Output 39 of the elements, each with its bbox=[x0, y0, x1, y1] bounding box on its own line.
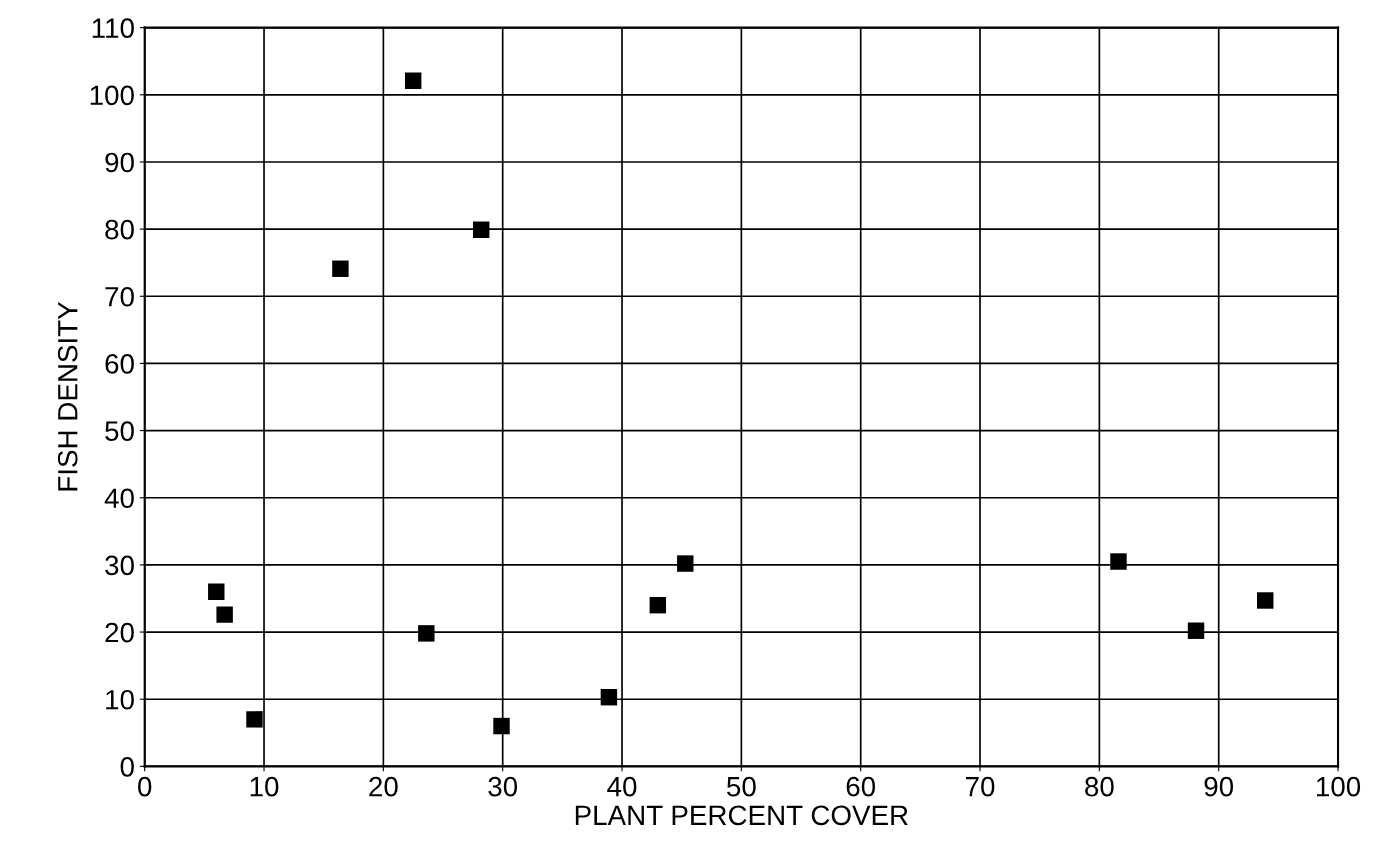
point bbox=[1257, 592, 1274, 609]
y-tick-label: 60 bbox=[105, 354, 134, 374]
y-tick-label: 110 bbox=[92, 18, 134, 38]
y-tick-label: 100 bbox=[90, 85, 134, 106]
point bbox=[677, 555, 694, 572]
y-tick-label: 90 bbox=[105, 152, 134, 173]
x-tick-label: 30 bbox=[488, 776, 518, 797]
y-tick-label: 20 bbox=[105, 622, 134, 643]
y-tick-label: 80 bbox=[105, 219, 134, 240]
x-tick-label: 70 bbox=[966, 776, 995, 797]
y-axis-title: FISH DENSITY bbox=[57, 301, 78, 491]
point bbox=[649, 596, 667, 614]
x-tick-label: 20 bbox=[369, 776, 398, 797]
point bbox=[1110, 553, 1127, 570]
y-tick-label: 10 bbox=[106, 689, 134, 710]
y-tick-label: 30 bbox=[105, 555, 134, 576]
point bbox=[493, 717, 510, 735]
x-tick-label: 60 bbox=[846, 776, 876, 797]
point bbox=[216, 606, 233, 623]
x-tick-label: 80 bbox=[1085, 776, 1114, 797]
y-tick-label: 0 bbox=[120, 757, 134, 777]
x-tick-label: 10 bbox=[250, 776, 279, 797]
y-tick-label: 40 bbox=[104, 488, 134, 509]
point bbox=[600, 688, 618, 706]
x-tick-label: 40 bbox=[607, 776, 637, 797]
y-tick-label: 50 bbox=[105, 421, 134, 441]
y-tick-label: 70 bbox=[105, 286, 134, 307]
point bbox=[246, 711, 263, 728]
x-axis-title: PLANT PERCENT COVER bbox=[575, 805, 908, 826]
point bbox=[473, 221, 490, 239]
point bbox=[332, 260, 349, 277]
point bbox=[208, 583, 225, 600]
x-tick-label: 0 bbox=[138, 776, 152, 797]
point bbox=[418, 625, 435, 642]
point bbox=[1187, 622, 1205, 639]
x-tick-label: 90 bbox=[1204, 776, 1234, 797]
point bbox=[404, 72, 422, 89]
x-tick-label: 100 bbox=[1316, 776, 1361, 797]
x-tick-label: 50 bbox=[727, 776, 756, 797]
